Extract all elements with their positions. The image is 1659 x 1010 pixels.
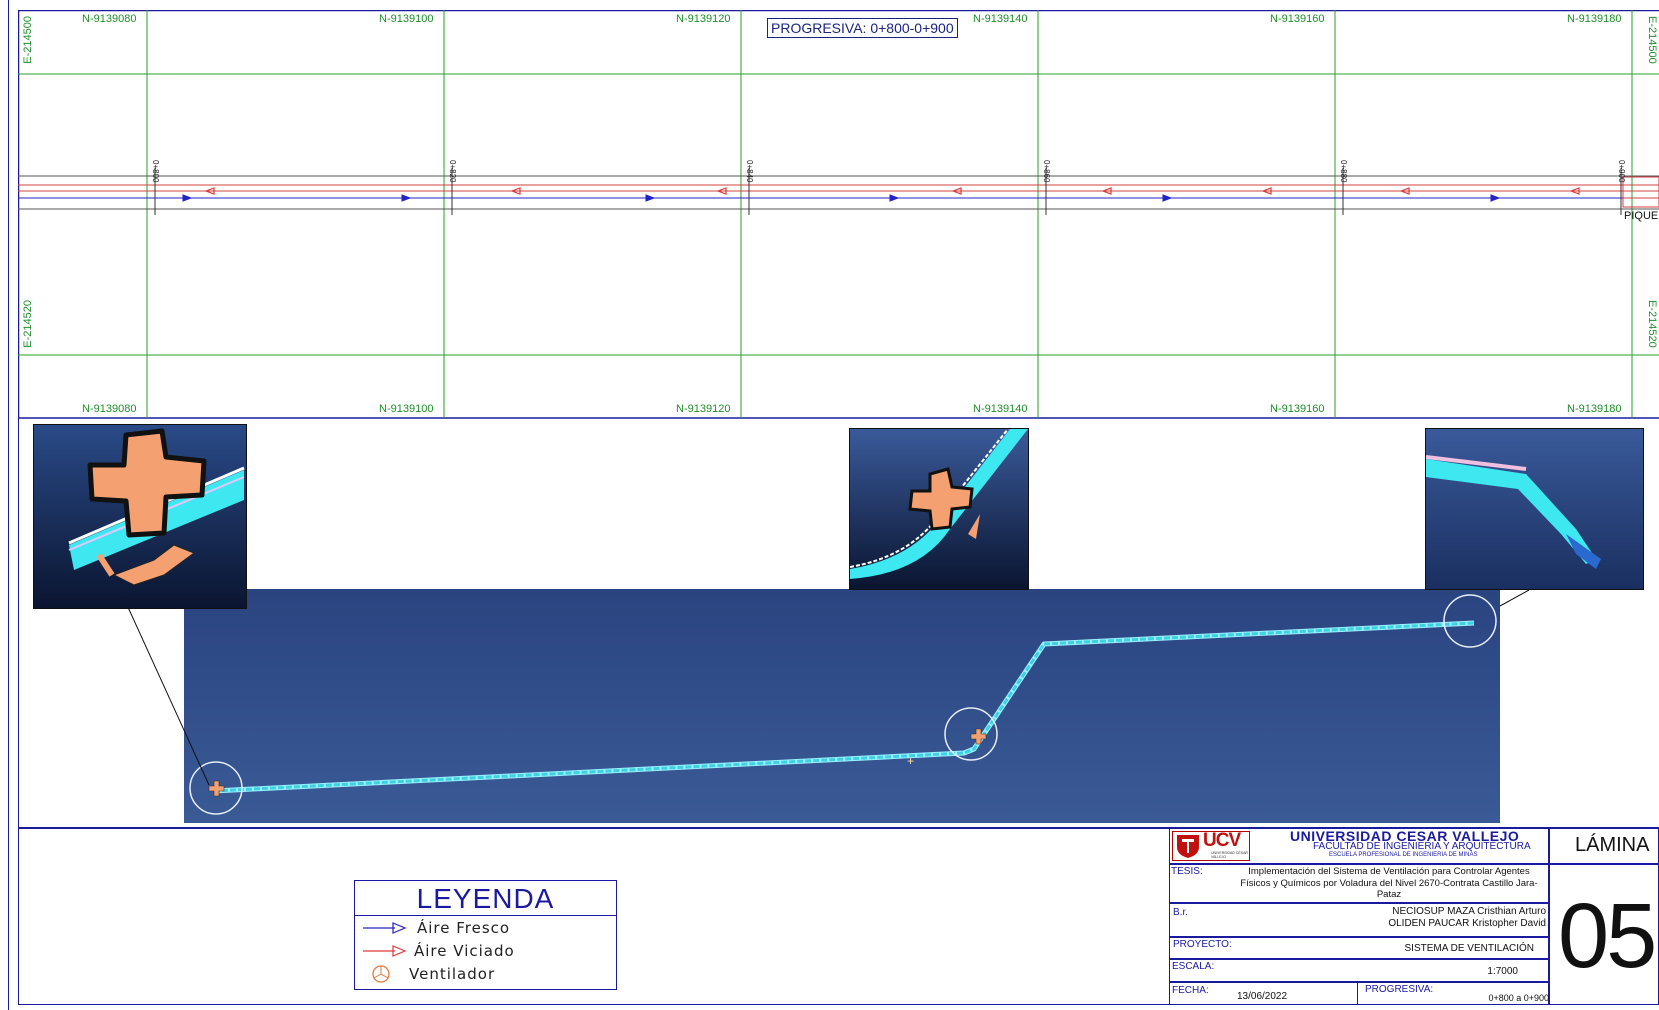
grid-label-north: N-9139120	[676, 403, 731, 415]
arrow-right-icon	[363, 921, 407, 934]
grid-label-east: E-214500	[1646, 16, 1658, 64]
lower-frame	[18, 418, 1659, 1005]
proyecto-label: PROYECTO:	[1173, 939, 1232, 950]
chainage-label: 0+800	[151, 160, 160, 183]
chainage-label: 0+900	[1617, 160, 1626, 183]
legend: LEYENDA Áire Fresco Áire Viciado Ventila…	[354, 880, 617, 990]
lamina-label: LÁMINA	[1575, 834, 1650, 856]
inset-fan-middle	[849, 428, 1029, 590]
grid-label-north: N-9139080	[82, 13, 137, 25]
legend-item-fresh-air: Áire Fresco	[355, 916, 616, 939]
title-block: UCV UNIVERSIDAD CÉSAR VALLEJO UNIVERSIDA…	[1169, 828, 1659, 1005]
inset-fan-middle-svg	[850, 429, 1028, 579]
logo-text: UCV	[1203, 830, 1241, 851]
author-2: OLIDEN PAUCAR Kristopher David	[1388, 918, 1546, 929]
legend-item-fan: Ventilador	[355, 962, 616, 985]
proyecto-value: SISTEMA DE VENTILACIÓN	[1404, 943, 1534, 954]
lamina-number: 05	[1558, 885, 1657, 987]
progresiva-value: 0+800 a 0+900	[1488, 993, 1549, 1003]
legend-label: Áire Viciado	[414, 941, 515, 960]
chainage-label: 0+840	[745, 160, 754, 183]
plan-view: N-9139080 N-9139100 N-9139120 N-9139140 …	[18, 10, 1659, 419]
tb-progresiva	[1357, 982, 1549, 1005]
model-view: +	[184, 589, 1500, 823]
inset-fan-left	[33, 424, 247, 609]
legend-title: LEYENDA	[355, 881, 616, 916]
escala-label: ESCALA:	[1172, 961, 1215, 972]
shield-icon	[1177, 835, 1199, 858]
fan-icon	[372, 964, 390, 983]
progresiva-label: PROGRESIVA:	[1365, 984, 1434, 995]
model-svg: +	[189, 594, 1497, 815]
chainage-label: 0+880	[1339, 160, 1348, 183]
pique-label: PIQUE	[1624, 210, 1659, 222]
grid-label-north: N-9139100	[379, 13, 434, 25]
grid-label-north: N-9139100	[379, 403, 434, 415]
inset-fan-left-svg	[68, 428, 245, 586]
tesis-text: Implementación del Sistema de Ventilació…	[1240, 866, 1538, 900]
grid-label-north: N-9139080	[82, 403, 137, 415]
grid-label-east: E-214520	[1646, 300, 1658, 348]
grid-label-east: E-214520	[22, 300, 34, 348]
grid-label-north: N-9139180	[1567, 13, 1622, 25]
ucv-logo: UCV UNIVERSIDAD CÉSAR VALLEJO	[1172, 830, 1250, 861]
logo-subtext: UNIVERSIDAD CÉSAR VALLEJO	[1211, 851, 1248, 859]
grid-label-east: E-214500	[22, 16, 34, 64]
legend-item-stale-air: Áire Viciado	[355, 939, 616, 962]
chainage-label: 0+820	[448, 160, 457, 183]
fecha-value: 13/06/2022	[1237, 991, 1288, 1002]
grid-label-north: N-9139160	[1270, 403, 1325, 415]
tb-header	[1169, 828, 1549, 864]
tesis-label: TESIS:	[1171, 866, 1203, 877]
sheet-margin-line	[8, 0, 9, 1010]
chainage-label: 0+860	[1042, 160, 1051, 183]
legend-label: Áire Fresco	[417, 918, 511, 937]
author-1: NECIOSUP MAZA Cristhian Arturo	[1392, 906, 1546, 917]
inset-pique-right-svg	[1426, 455, 1601, 569]
grid-label-north: N-9139140	[973, 403, 1028, 415]
br-label: B.r.	[1173, 907, 1189, 918]
arrow-right-icon	[363, 944, 407, 957]
university-name: UNIVERSIDAD CESAR VALLEJO	[1290, 828, 1520, 844]
plan-grid-svg	[18, 10, 1659, 419]
escala-value: 1:7000	[1487, 966, 1518, 977]
tb-proyecto	[1169, 937, 1549, 959]
grid-label-north: N-9139120	[676, 13, 731, 25]
svg-text:+: +	[907, 754, 914, 768]
progresiva-header: PROGRESIVA: 0+800-0+900	[767, 18, 958, 38]
fecha-label: FECHA:	[1172, 985, 1209, 996]
legend-label: Ventilador	[409, 964, 496, 983]
inset-pique-right	[1425, 428, 1644, 590]
title-divider	[18, 827, 1659, 829]
tb-tesis	[1169, 864, 1549, 903]
tb-authors	[1169, 903, 1549, 937]
grid-label-north: N-9139160	[1270, 13, 1325, 25]
grid-label-north: N-9139140	[973, 13, 1028, 25]
school-name: ESCUELA PROFESIONAL DE INGENIERIA DE MIN…	[1329, 852, 1478, 858]
tb-escala	[1169, 959, 1549, 982]
grid-label-north: N-9139180	[1567, 403, 1622, 415]
faculty-name: FACULTAD DE INGENIERIA Y ARQUITECTURA	[1313, 841, 1531, 852]
